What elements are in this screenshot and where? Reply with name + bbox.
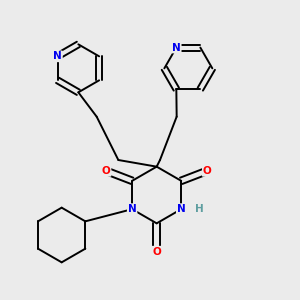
Text: O: O (102, 166, 110, 176)
Text: N: N (128, 204, 136, 214)
Text: O: O (203, 166, 212, 176)
Text: H: H (195, 204, 204, 214)
Text: O: O (152, 247, 161, 257)
Text: N: N (172, 43, 181, 52)
Text: N: N (53, 51, 62, 61)
Text: N: N (177, 204, 186, 214)
